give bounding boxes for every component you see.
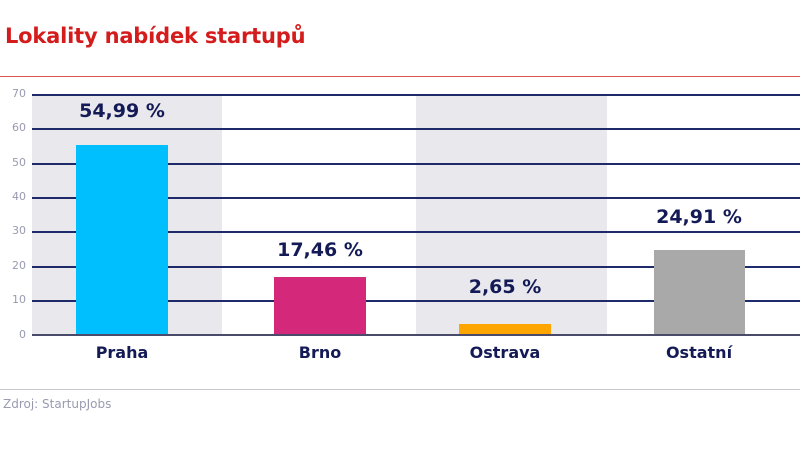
- source-note: Zdroj: StartupJobs: [3, 397, 112, 411]
- gridline-30: [32, 231, 800, 233]
- gridline-20: [32, 266, 800, 268]
- value-label-brno: 17,46 %: [277, 239, 363, 261]
- chart-title: Lokality nabídek startupů: [5, 24, 306, 48]
- gridline-60: [32, 128, 800, 130]
- x-label-praha: Praha: [95, 343, 149, 362]
- bar-brno: [274, 277, 366, 335]
- gridline-70: [32, 94, 800, 96]
- bar-praha: [76, 145, 168, 335]
- value-label-ostrava: 2,65 %: [468, 276, 542, 298]
- gridline-10: [32, 300, 800, 302]
- y-tick-10: 10: [12, 293, 26, 306]
- x-label-ostatni: Ostatní: [665, 343, 733, 362]
- bar-ostrava: [459, 324, 551, 335]
- value-label-ostatni: 24,91 %: [656, 206, 742, 228]
- y-tick-30: 30: [12, 224, 26, 237]
- gridline-50: [32, 163, 800, 165]
- x-label-ostrava: Ostrava: [469, 343, 541, 362]
- footer-divider: [0, 389, 800, 390]
- bar-ostatni: [654, 250, 745, 335]
- y-tick-40: 40: [12, 190, 26, 203]
- y-tick-20: 20: [12, 259, 26, 272]
- title-divider: [0, 76, 800, 77]
- category-band-ostrava: [416, 94, 607, 335]
- y-tick-50: 50: [12, 156, 26, 169]
- x-axis-baseline: [32, 334, 800, 336]
- y-tick-0: 0: [19, 328, 26, 341]
- gridline-40: [32, 197, 800, 199]
- value-label-praha: 54,99 %: [79, 100, 165, 122]
- x-label-brno: Brno: [298, 343, 342, 362]
- y-tick-70: 70: [12, 87, 26, 100]
- y-tick-60: 60: [12, 121, 26, 134]
